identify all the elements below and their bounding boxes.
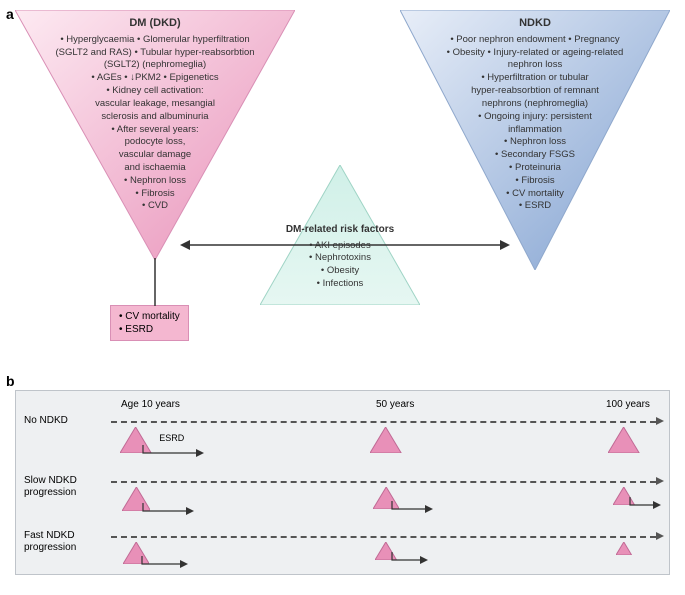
content-line: • CVD [25,200,285,213]
content-line: (SGLT2 and RAS) • Tubular hyper-reabsorb… [25,47,285,60]
dm-dkd-lines: • Hyperglycaemia • Glomerular hyperfiltr… [25,34,285,213]
age-label: Age 10 years [121,399,180,410]
panel-a: DM (DKD) • Hyperglycaemia • Glomerular h… [15,10,670,350]
esrd-arrow [140,554,190,568]
timeline-dash [111,536,656,538]
content-line: podocyte loss, [25,136,285,149]
age-label: 100 years [606,399,650,410]
panel-a-label: a [6,6,14,22]
row-label: Fast NDKDprogression [24,530,104,554]
content-line: • Proteinuria [410,162,660,175]
content-line: • Infections [280,278,400,291]
small-triangle [370,427,401,453]
content-line: • Ongoing injury: persistent [410,111,660,124]
content-line: vascular damage [25,149,285,162]
content-line: • CV mortality [410,188,660,201]
row-label: No NDKD [24,415,104,427]
content-line: • After several years: [25,124,285,137]
content-line: • ESRD [410,200,660,213]
esrd-arrow [628,495,663,509]
esrd-arrow [390,499,435,513]
bidirectional-arrow [180,235,510,255]
esrd-arrow [141,443,206,457]
cv-box-line: • ESRD [119,323,180,336]
cv-box-line: • CV mortality [119,310,180,323]
esrd-text: ESRD [159,433,184,443]
timeline-arrowhead [656,532,664,540]
content-line: • AGEs • ↓PKM2 • Epigenetics [25,72,285,85]
age-label: 50 years [376,399,414,410]
content-line: inflammation [410,124,660,137]
esrd-arrow [141,501,196,515]
timeline-arrowhead [656,477,664,485]
timeline-dash [111,421,656,423]
content-line: nephron loss [410,59,660,72]
dm-dkd-title: DM (DKD) [25,16,285,31]
content-line: (SGLT2) (nephromeglia) [25,59,285,72]
content-line: sclerosis and albuminuria [25,111,285,124]
content-line: • Secondary FSGS [410,149,660,162]
connector-line [153,258,157,306]
ndkd-lines: • Poor nephron endowment • Pregnancy• Ob… [410,34,660,213]
content-line: vascular leakage, mesangial [25,98,285,111]
content-line: • Poor nephron endowment • Pregnancy [410,34,660,47]
row-label: Slow NDKDprogression [24,475,104,499]
esrd-arrow [390,550,430,564]
content-line: • Nephron loss [25,175,285,188]
content-line: • Hyperfiltration or tubular [410,72,660,85]
panel-b: Age 10 years 50 years 100 years No NDKD Slow… [15,390,670,575]
ndkd-title: NDKD [410,16,660,31]
content-line: • Obesity • Injury-related or ageing-rel… [410,47,660,60]
content-line: • Hyperglycaemia • Glomerular hyperfiltr… [25,34,285,47]
small-triangle [616,542,632,555]
content-line: nephrons (nephromeglia) [410,98,660,111]
content-line: • Nephron loss [410,136,660,149]
small-triangle [608,427,639,453]
content-line: • Fibrosis [410,175,660,188]
panel-b-label: b [6,373,15,389]
content-line: • Fibrosis [25,188,285,201]
cv-mortality-box: • CV mortality• ESRD [110,305,189,341]
content-line: hyper-reabsorbtion of remnant [410,85,660,98]
timeline-dash [111,481,656,483]
content-line: • Kidney cell activation: [25,85,285,98]
content-line: • Obesity [280,265,400,278]
content-line: and ischaemia [25,162,285,175]
timeline-arrowhead [656,417,664,425]
